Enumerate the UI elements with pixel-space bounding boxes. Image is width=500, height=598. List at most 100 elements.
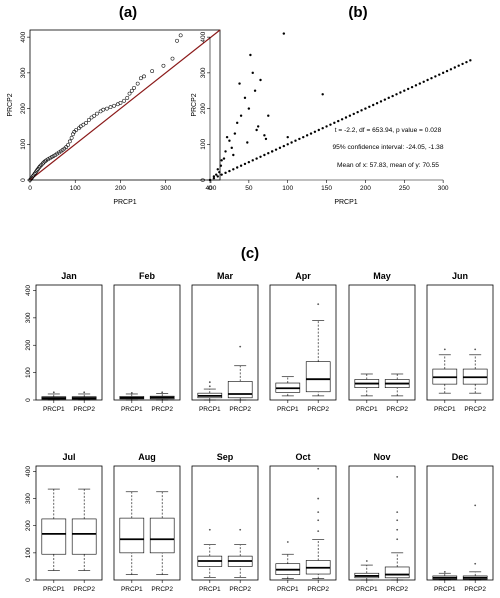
scatter-point-b [414, 84, 418, 87]
y-tick-label-b: 0 [200, 178, 207, 182]
scatter-point-b [395, 93, 398, 96]
scatter-point-b [305, 134, 309, 137]
scatter-point-b [208, 178, 212, 182]
annotation-b: t = -2.2, df = 653.94, p value = 0.028 [335, 127, 442, 134]
y-tick-label-a: 200 [20, 103, 27, 114]
scatter-point-b [253, 89, 257, 92]
box-outlier [396, 538, 399, 541]
qq-point-a [122, 98, 126, 103]
qq-point-a [48, 156, 52, 161]
x-tick-label-c: PRCP2 [464, 586, 486, 593]
month-title: Mar [217, 271, 234, 281]
y-tick-label-a: 300 [20, 67, 27, 78]
y-tick-label-c: 0 [25, 578, 32, 582]
box-panel-frame [113, 284, 181, 401]
scatter-point-b [255, 128, 258, 132]
y-tick-label-c: 200 [25, 520, 32, 531]
qq-point-a [51, 154, 56, 158]
box-panel-frame [191, 465, 259, 581]
qq-point-a [30, 174, 35, 179]
qq-point-a [28, 178, 32, 182]
scatter-point-b [232, 153, 235, 157]
qq-point-a [35, 168, 40, 172]
x-tick-label-c: PRCP2 [73, 586, 95, 593]
scatter-point-b [426, 78, 429, 82]
qq-point-a [67, 139, 72, 144]
x-tick-label-c: PRCP1 [199, 586, 221, 593]
scatter-point-b [337, 119, 340, 123]
x-tick-label-c: PRCP2 [464, 406, 486, 413]
qq-point-a [105, 106, 109, 111]
scatter-point-b [215, 173, 218, 176]
qq-point-a [64, 145, 69, 150]
qq-point-a [101, 107, 106, 112]
qq-point-a [127, 91, 132, 96]
y-tick-label-c: 300 [25, 312, 32, 323]
scatter-point-b [422, 80, 425, 83]
x-axis-label-b: PRCP1 [334, 199, 357, 206]
x-tick-label-c: PRCP2 [229, 586, 251, 593]
box-outlier [317, 467, 320, 470]
box-iqr [149, 517, 175, 554]
y-axis-label-b: PRCP2 [191, 93, 198, 116]
x-tick-label-c: PRCP2 [386, 406, 408, 413]
x-tick-label-c: PRCP1 [43, 586, 65, 593]
month-title: Jan [61, 271, 77, 281]
x-tick-label-c: PRCP2 [151, 586, 173, 593]
box-iqr [227, 381, 253, 399]
scatter-point-b [224, 171, 227, 175]
month-title: Jun [452, 271, 468, 281]
qq-point-a [86, 118, 91, 122]
scatter-point-b [449, 68, 453, 71]
qq-point-a [112, 103, 117, 108]
scatter-point-b [418, 82, 422, 85]
scatter-point-b [298, 137, 301, 141]
scatter-point-b [387, 96, 390, 100]
qq-point-a [40, 161, 45, 166]
y-tick-label-c: 200 [25, 339, 32, 350]
scatter-point-b [212, 177, 216, 180]
scatter-point-b [372, 103, 375, 107]
scatter-point-b [247, 107, 251, 110]
box-outlier [208, 381, 211, 384]
scatter-point-b [333, 121, 336, 125]
month-title: Dec [452, 452, 469, 462]
y-axis-label-a: PRCP2 [7, 93, 14, 116]
x-tick-label-a: 100 [70, 185, 81, 192]
scatter-point-b [286, 135, 289, 139]
box-panel-frame [269, 465, 337, 581]
box-outlier [396, 475, 399, 478]
x-tick-label-a: 200 [115, 185, 126, 192]
box-outlier [474, 504, 477, 507]
x-tick-label-b: 250 [399, 185, 410, 192]
scatter-point-b [247, 160, 251, 164]
scatter-point-b [309, 132, 313, 135]
scatter-point-b [430, 77, 433, 80]
scatter-point-b [282, 144, 286, 148]
scatter-point-b [263, 153, 266, 157]
y-tick-label-b: 400 [200, 31, 207, 42]
reference-line-a [29, 29, 221, 181]
scatter-point-b [243, 162, 247, 166]
box-iqr [71, 518, 97, 555]
scatter-point-b [212, 175, 216, 178]
qq-point-a [129, 88, 134, 93]
qq-point-a [135, 81, 140, 86]
month-title: Aug [138, 452, 156, 462]
box-outlier [130, 391, 133, 394]
y-tick-label-b: 300 [200, 67, 207, 78]
qq-point-a [76, 126, 81, 131]
box-outlier [286, 541, 289, 543]
box-outlier [474, 348, 477, 351]
panel-c: Jan 0 100 200 300 400 PRCP1 PRCP2 Feb PRCP1 PRCP2 M… [25, 271, 494, 593]
scatter-point-b [259, 155, 262, 158]
box-panel-frame [35, 284, 103, 401]
month-title: Nov [373, 452, 390, 462]
scatter-point-b [263, 134, 266, 137]
scatter-point-b [399, 91, 402, 94]
plot-frame-a [29, 29, 221, 181]
scatter-point-b [317, 128, 320, 132]
scatter-point-b [256, 125, 260, 128]
scatter-point-b [453, 66, 456, 69]
qq-point-a [95, 111, 99, 116]
